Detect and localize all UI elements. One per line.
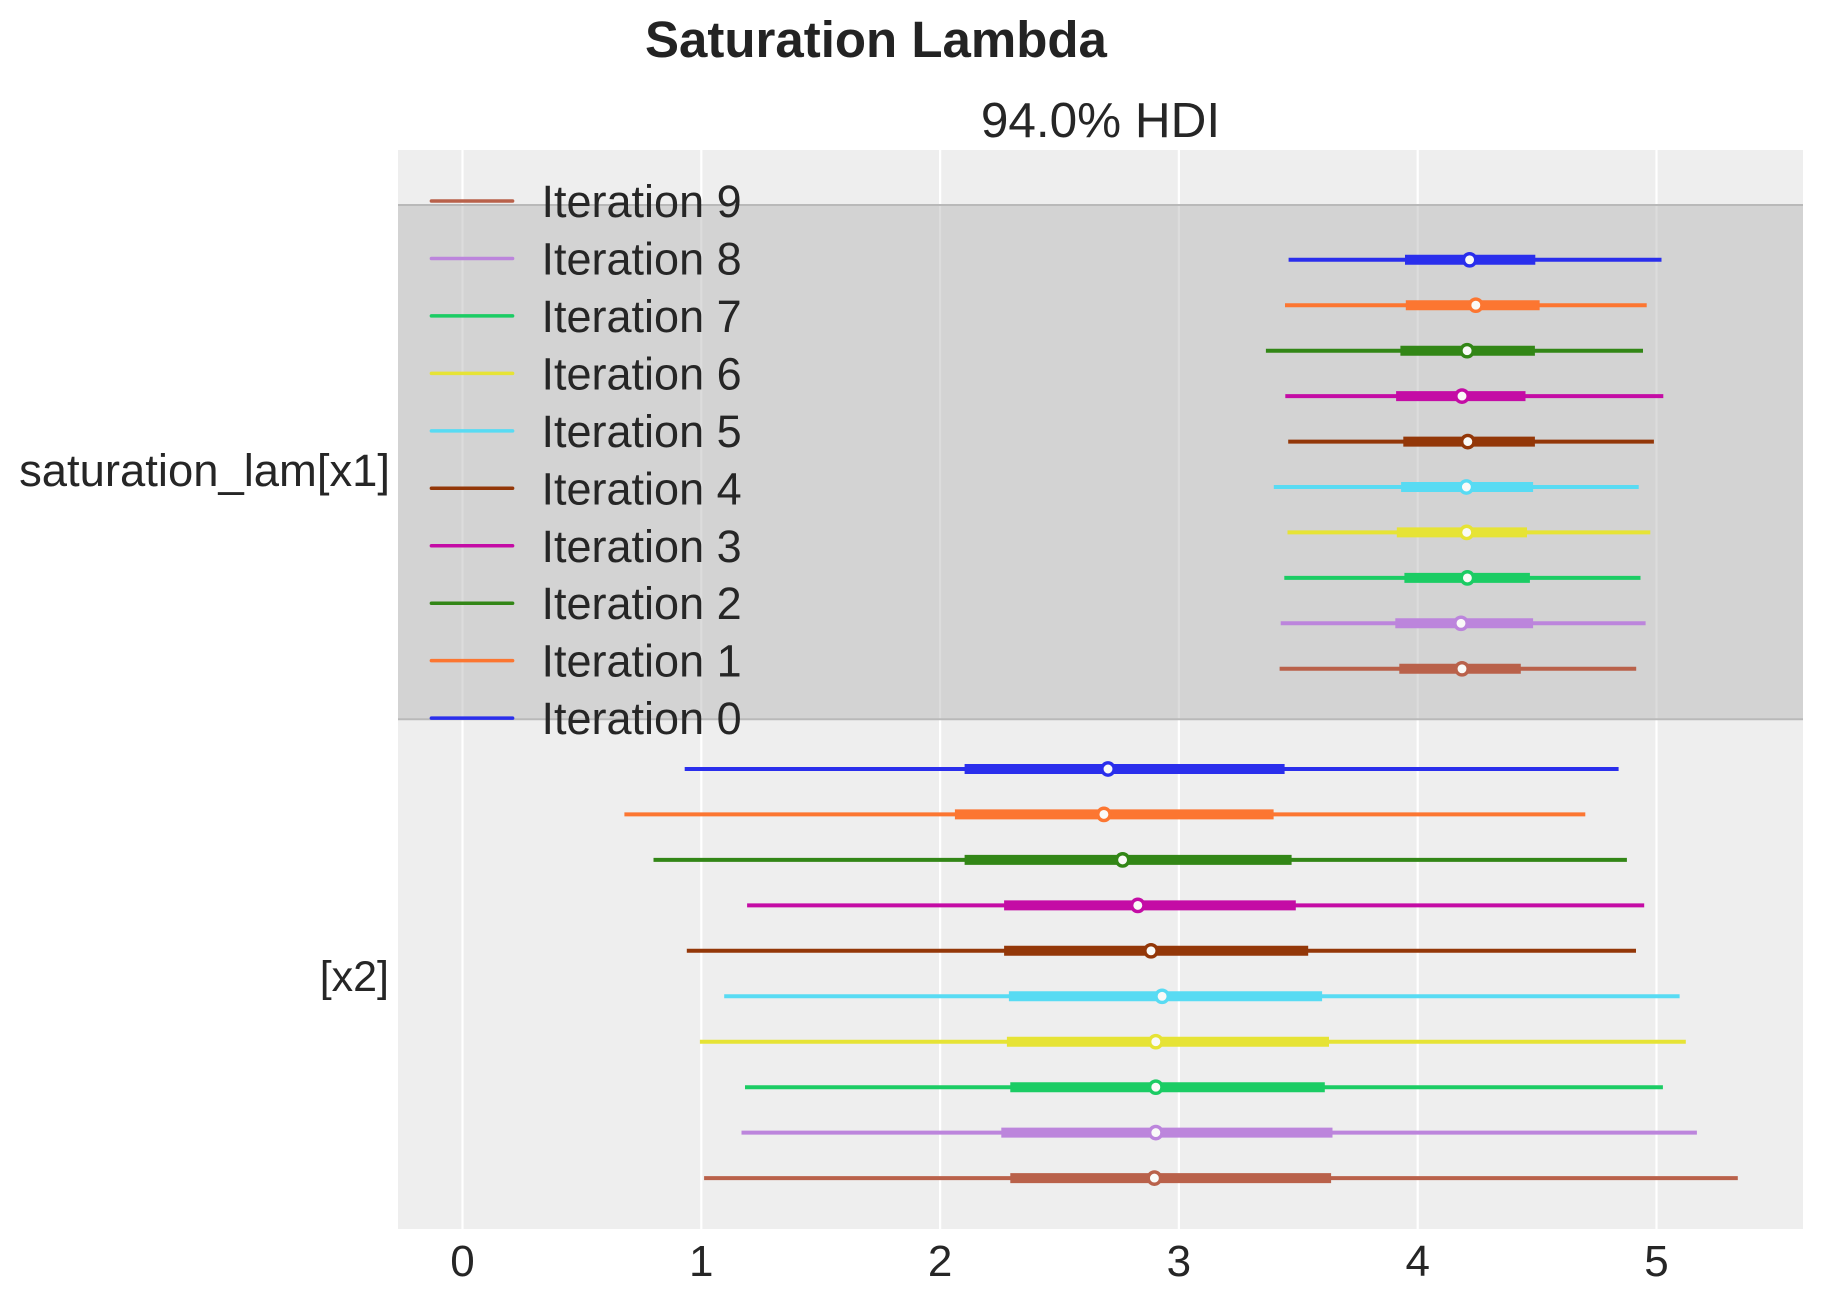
svg-text:Iteration 6: Iteration 6 <box>542 348 742 399</box>
svg-text:Iteration 5: Iteration 5 <box>542 406 742 457</box>
svg-text:[x2]: [x2] <box>320 953 389 1001</box>
svg-text:Saturation Lambda: Saturation Lambda <box>645 11 1108 68</box>
svg-text:1: 1 <box>689 1237 713 1286</box>
svg-text:Iteration 8: Iteration 8 <box>542 233 742 284</box>
svg-text:Iteration 3: Iteration 3 <box>542 521 742 572</box>
svg-text:4: 4 <box>1405 1237 1429 1286</box>
svg-text:Iteration 7: Iteration 7 <box>542 291 742 342</box>
svg-text:Iteration 0: Iteration 0 <box>542 693 742 744</box>
svg-text:Iteration 1: Iteration 1 <box>542 636 742 687</box>
svg-text:0: 0 <box>450 1237 474 1286</box>
svg-text:Iteration 4: Iteration 4 <box>542 463 742 514</box>
svg-text:saturation_lam[x1]: saturation_lam[x1] <box>19 445 390 496</box>
svg-text:Iteration 9: Iteration 9 <box>542 176 742 227</box>
svg-text:94.0% HDI: 94.0% HDI <box>981 93 1220 148</box>
svg-text:3: 3 <box>1167 1237 1191 1286</box>
svg-text:2: 2 <box>928 1237 952 1286</box>
svg-text:5: 5 <box>1644 1237 1668 1286</box>
svg-text:Iteration 2: Iteration 2 <box>542 578 742 629</box>
